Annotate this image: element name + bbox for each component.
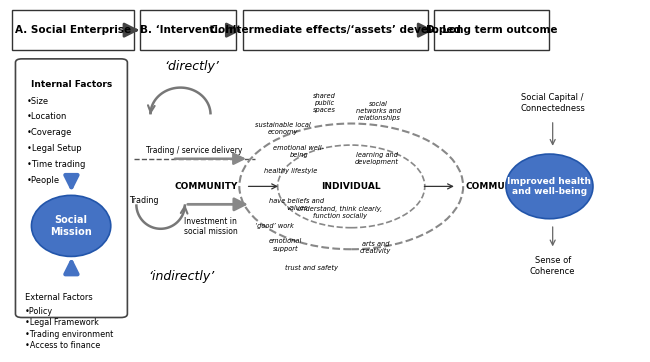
Text: Trading / service delivery: Trading / service delivery (146, 146, 242, 155)
Text: ‘indirectly’: ‘indirectly’ (149, 270, 215, 283)
Text: COMMUNITY: COMMUNITY (174, 182, 237, 191)
Text: emotional well-
being: emotional well- being (273, 145, 324, 158)
Text: Sense of
Coherence: Sense of Coherence (530, 256, 575, 276)
Text: •Time trading: •Time trading (27, 160, 85, 169)
Text: •People: •People (27, 176, 60, 185)
Text: B. ‘Intervention’: B. ‘Intervention’ (140, 25, 237, 35)
Text: INDIVIDUAL: INDIVIDUAL (321, 182, 381, 191)
Text: understand, think clearly,
function socially: understand, think clearly, function soci… (297, 206, 382, 219)
Text: C. Intermediate effects/‘assets’ developed: C. Intermediate effects/‘assets’ develop… (210, 25, 461, 35)
Text: Improved health
and well-being: Improved health and well-being (508, 177, 592, 196)
Text: Social
Mission: Social Mission (50, 215, 92, 237)
Text: Internal Factors: Internal Factors (31, 80, 112, 89)
Text: •Policy: •Policy (25, 307, 53, 316)
Ellipse shape (506, 154, 593, 219)
Text: arts and
creativity: arts and creativity (360, 241, 391, 254)
Text: shared
public
spaces: shared public spaces (313, 93, 336, 113)
Text: •Size: •Size (27, 97, 49, 106)
FancyBboxPatch shape (12, 10, 134, 50)
Text: have beliefs and
values: have beliefs and values (269, 198, 324, 211)
FancyBboxPatch shape (242, 10, 428, 50)
Text: trust and safety: trust and safety (285, 265, 338, 271)
Text: •Legal Framework: •Legal Framework (25, 318, 99, 327)
FancyBboxPatch shape (434, 10, 549, 50)
Text: ‘good’ work: ‘good’ work (255, 223, 294, 229)
Text: •Coverage: •Coverage (27, 128, 72, 137)
Ellipse shape (31, 195, 111, 256)
Text: healthy lifestyle: healthy lifestyle (264, 168, 317, 174)
Text: •Location: •Location (27, 112, 68, 121)
Text: ‘directly’: ‘directly’ (164, 59, 219, 72)
Text: •Legal Setup: •Legal Setup (27, 144, 82, 153)
Text: Trading: Trading (129, 196, 159, 205)
Text: A. Social Enterprise: A. Social Enterprise (15, 25, 131, 35)
Text: learning and
development: learning and development (355, 152, 399, 165)
Text: •Trading environment: •Trading environment (25, 330, 113, 339)
Text: External Factors: External Factors (25, 293, 93, 302)
Text: •Access to finance: •Access to finance (25, 341, 100, 350)
Text: social
networks and
relationships: social networks and relationships (356, 101, 401, 121)
FancyBboxPatch shape (140, 10, 236, 50)
Text: Social Capital /
Connectedness: Social Capital / Connectedness (520, 93, 585, 113)
Text: COMMUNITY: COMMUNITY (465, 182, 528, 191)
Text: D. Long term outcome: D. Long term outcome (426, 25, 558, 35)
Text: sustainable local
economy: sustainable local economy (255, 122, 311, 135)
Text: emotional
support: emotional support (268, 238, 302, 252)
Text: Investment in
social mission: Investment in social mission (184, 217, 237, 236)
FancyBboxPatch shape (16, 59, 127, 317)
